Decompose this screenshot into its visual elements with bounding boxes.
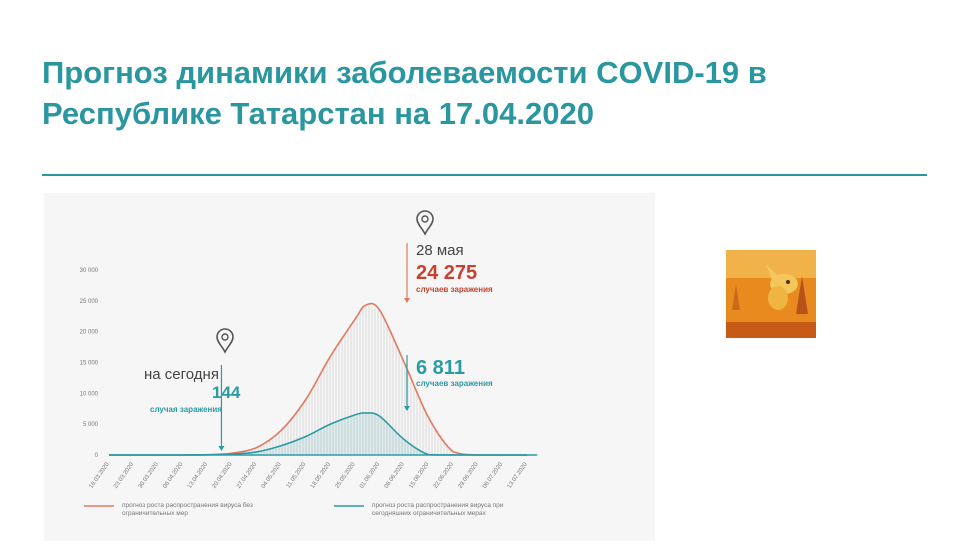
x-tick-labels: 16.03.2020 23.03.2020 30.03.2020 06.04.2020… xyxy=(88,461,529,490)
x-tick-label: 23.03.2020 xyxy=(113,461,136,490)
legend-label-1: прогноз роста распространения вируса без… xyxy=(122,501,253,517)
today-label: на сегодня xyxy=(144,366,219,383)
legend: прогноз роста распространения вируса без… xyxy=(84,501,504,517)
location-pin-icon xyxy=(416,210,434,236)
x-tick-label: 20.04.2020 xyxy=(211,461,234,490)
x-tick-label: 13.04.2020 xyxy=(187,461,210,490)
y-tick-label: 5 000 xyxy=(83,422,99,428)
current-measures-area xyxy=(109,412,528,455)
x-tick-label: 13.07.2020 xyxy=(507,461,530,490)
peak-current-arrow-head xyxy=(404,406,410,411)
y-tick-label: 15 000 xyxy=(80,361,99,367)
x-tick-label: 29.06.2020 xyxy=(457,461,480,490)
forecast-chart: 0 5 000 10 000 15 000 20 000 25 000 30 000 16.… xyxy=(80,210,538,517)
today-caption: случая заражения xyxy=(150,405,222,414)
peak-date-label: 28 мая xyxy=(416,242,464,259)
y-tick-label: 25 000 xyxy=(80,299,99,305)
hatch-lines-layer xyxy=(233,305,463,455)
x-tick-label: 25.05.2020 xyxy=(334,461,357,490)
x-tick-label: 04.05.2020 xyxy=(261,461,284,490)
forecast-chart-panel: 0 5 000 10 000 15 000 20 000 25 000 30 000 16.… xyxy=(44,193,655,541)
peak-caption: случаев заражения xyxy=(416,285,493,294)
y-tick-labels: 0 5 000 10 000 15 000 20 000 25 000 30 000 xyxy=(80,268,99,459)
y-tick-label: 30 000 xyxy=(80,268,99,274)
x-tick-label: 06.07.2020 xyxy=(482,461,505,490)
x-tick-label: 18.05.2020 xyxy=(310,461,333,490)
x-tick-label: 15.06.2020 xyxy=(408,461,431,490)
y-tick-label: 20 000 xyxy=(80,330,99,336)
x-tick-label: 27.04.2020 xyxy=(236,461,259,490)
location-pin-icon xyxy=(216,328,234,354)
location-pin-icon-dot xyxy=(221,333,229,341)
y-tick-label: 0 xyxy=(95,453,99,459)
legend-label-2: прогноз роста распространения вируса при… xyxy=(372,502,504,517)
peak-value: 24 275 xyxy=(416,262,477,284)
y-tick-label: 10 000 xyxy=(80,391,99,397)
x-tick-label: 06.04.2020 xyxy=(162,461,185,490)
peak-current-caption: случаев заражения xyxy=(416,379,493,388)
location-pin-icon-dot xyxy=(421,215,429,223)
peak-current-value: 6 811 xyxy=(416,357,465,379)
today-value: 144 xyxy=(212,383,241,402)
x-tick-label: 30.03.2020 xyxy=(138,461,161,490)
x-tick-label: 11.05.2020 xyxy=(286,461,308,489)
peak-arrow-head xyxy=(404,298,410,303)
page-title: Прогноз динамики заболеваемости COVID-19… xyxy=(42,55,767,131)
logo-graphic xyxy=(726,250,816,338)
x-tick-label: 22.06.2020 xyxy=(433,461,456,490)
tatarstan-logo xyxy=(726,250,816,338)
x-tick-label: 08.06.2020 xyxy=(384,461,407,490)
x-tick-label: 16.03.2020 xyxy=(88,461,111,490)
today-arrow-head xyxy=(218,446,225,451)
x-tick-label: 01.06.2020 xyxy=(359,461,382,490)
title-divider xyxy=(42,174,927,176)
